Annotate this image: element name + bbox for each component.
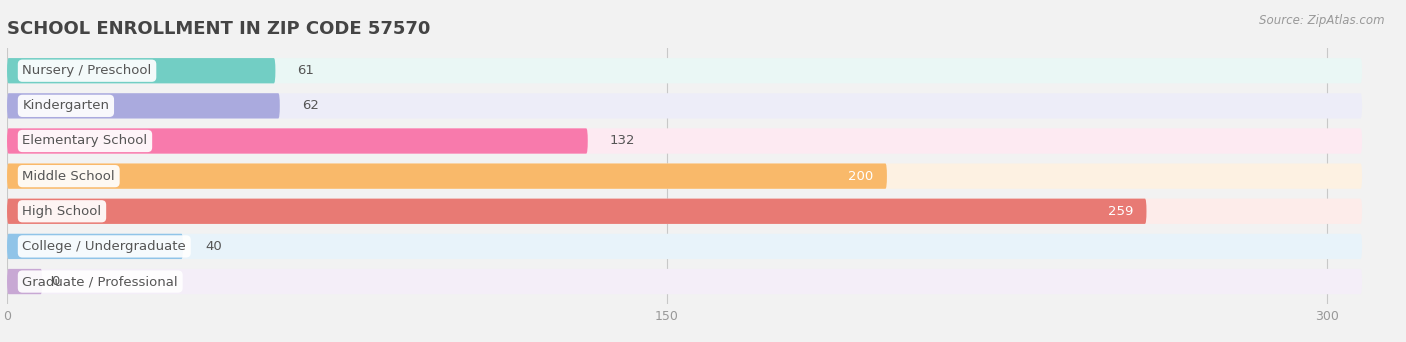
Text: Elementary School: Elementary School [22, 134, 148, 147]
FancyBboxPatch shape [7, 199, 1362, 224]
FancyBboxPatch shape [7, 128, 1362, 154]
FancyBboxPatch shape [7, 58, 276, 83]
Text: 40: 40 [205, 240, 222, 253]
FancyBboxPatch shape [7, 199, 1146, 224]
Text: Middle School: Middle School [22, 170, 115, 183]
Text: 62: 62 [302, 100, 319, 113]
FancyBboxPatch shape [7, 163, 1362, 189]
Text: High School: High School [22, 205, 101, 218]
FancyBboxPatch shape [7, 93, 280, 119]
FancyBboxPatch shape [7, 234, 183, 259]
Text: SCHOOL ENROLLMENT IN ZIP CODE 57570: SCHOOL ENROLLMENT IN ZIP CODE 57570 [7, 20, 430, 38]
Text: Graduate / Professional: Graduate / Professional [22, 275, 179, 288]
FancyBboxPatch shape [7, 269, 42, 294]
FancyBboxPatch shape [7, 163, 887, 189]
Text: 61: 61 [298, 64, 315, 77]
FancyBboxPatch shape [7, 128, 588, 154]
FancyBboxPatch shape [7, 58, 1362, 83]
Text: Kindergarten: Kindergarten [22, 100, 110, 113]
Text: 0: 0 [51, 275, 59, 288]
Text: College / Undergraduate: College / Undergraduate [22, 240, 186, 253]
Text: 200: 200 [848, 170, 873, 183]
FancyBboxPatch shape [7, 269, 1362, 294]
Text: Source: ZipAtlas.com: Source: ZipAtlas.com [1260, 14, 1385, 27]
Text: 259: 259 [1108, 205, 1133, 218]
FancyBboxPatch shape [7, 93, 1362, 119]
Text: Nursery / Preschool: Nursery / Preschool [22, 64, 152, 77]
FancyBboxPatch shape [7, 234, 1362, 259]
Text: 132: 132 [610, 134, 636, 147]
